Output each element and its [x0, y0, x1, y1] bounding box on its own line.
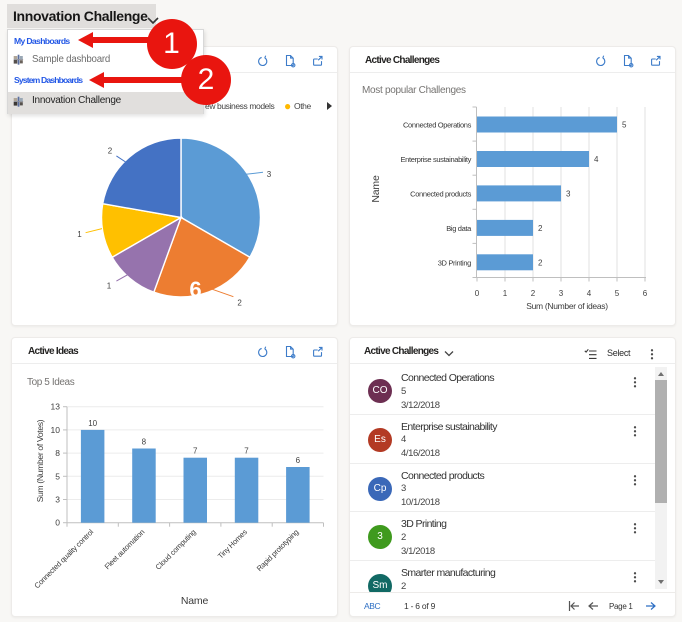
svg-text:5: 5	[615, 289, 620, 298]
svg-text:2: 2	[108, 146, 113, 155]
svg-text:3: 3	[267, 170, 272, 179]
svg-text:Fleet automation: Fleet automation	[103, 528, 147, 572]
svg-text:6: 6	[643, 289, 648, 298]
svg-text:13: 13	[51, 402, 61, 412]
svg-text:1: 1	[77, 230, 82, 239]
svg-text:Connected products: Connected products	[410, 189, 471, 198]
svg-text:5: 5	[55, 471, 60, 481]
svg-text:6: 6	[296, 456, 301, 465]
svg-text:2: 2	[531, 289, 536, 298]
svg-text:1: 1	[107, 281, 112, 290]
svg-text:3: 3	[55, 495, 60, 505]
svg-text:2: 2	[237, 299, 242, 308]
svg-text:3: 3	[566, 189, 571, 198]
svg-text:Sum (Number of Votes): Sum (Number of Votes)	[35, 419, 45, 502]
svg-text:Rapid prototyping: Rapid prototyping	[255, 528, 301, 574]
svg-text:Sum (Number of ideas): Sum (Number of ideas)	[526, 301, 608, 311]
svg-text:Name: Name	[370, 175, 382, 203]
svg-text:Big data: Big data	[446, 224, 472, 233]
svg-text:Tiny Homes: Tiny Homes	[216, 527, 249, 560]
svg-text:1: 1	[503, 289, 508, 298]
svg-text:3D Printing: 3D Printing	[438, 258, 471, 267]
svg-text:4: 4	[587, 289, 592, 298]
svg-text:8: 8	[55, 448, 60, 458]
svg-text:4: 4	[594, 155, 599, 164]
svg-text:0: 0	[475, 289, 480, 298]
svg-text:2: 2	[538, 258, 543, 267]
svg-text:Connected Operations: Connected Operations	[403, 121, 472, 130]
svg-text:Name: Name	[181, 595, 209, 607]
svg-text:2: 2	[538, 224, 543, 233]
svg-text:5: 5	[622, 121, 627, 130]
svg-text:Connected quality control: Connected quality control	[32, 527, 95, 590]
svg-text:0: 0	[55, 518, 60, 528]
svg-text:7: 7	[193, 447, 198, 456]
svg-text:8: 8	[142, 438, 147, 447]
svg-text:10: 10	[88, 419, 97, 428]
svg-text:7: 7	[244, 447, 249, 456]
svg-text:3: 3	[559, 289, 564, 298]
svg-text:10: 10	[51, 425, 61, 435]
svg-text:Cloud computing: Cloud computing	[154, 528, 198, 572]
svg-text:6: 6	[189, 277, 201, 302]
svg-text:Enterprise sustainability: Enterprise sustainability	[401, 155, 472, 164]
